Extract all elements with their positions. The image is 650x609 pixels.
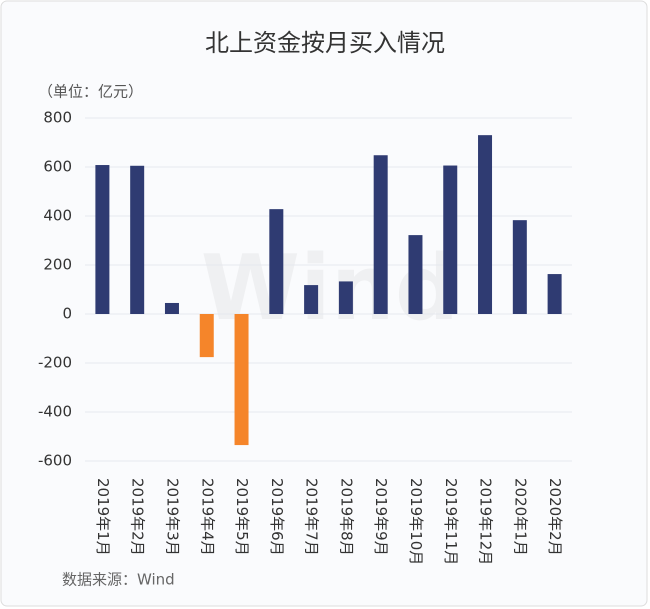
bar: [478, 135, 493, 314]
unit-label: （单位：亿元）: [38, 83, 143, 101]
y-tick-label: -400: [38, 403, 72, 421]
bar: [408, 235, 423, 314]
bar: [95, 165, 110, 314]
y-tick-label: -600: [38, 452, 72, 470]
y-tick-label: 400: [43, 207, 72, 225]
x-tick-label: 2019年7月: [303, 478, 321, 556]
x-tick-label: 2019年3月: [163, 478, 181, 556]
x-tick-label: 2019年8月: [337, 478, 355, 556]
bar: [269, 209, 284, 314]
bar: [234, 314, 249, 446]
x-tick-label: 2019年11月: [442, 478, 460, 565]
x-tick-label: 2019年10月: [407, 478, 425, 565]
bar: [443, 165, 458, 314]
y-tick-label: 200: [43, 256, 72, 274]
x-tick-label: 2019年1月: [94, 478, 112, 556]
x-tick-label: 2019年4月: [198, 478, 216, 556]
x-tick-label: 2019年6月: [268, 478, 286, 556]
bar: [199, 314, 214, 358]
bar: [547, 274, 562, 314]
y-tick-label: 800: [43, 109, 72, 127]
x-tick-label: 2019年12月: [477, 478, 495, 565]
x-tick-label: 2020年1月: [511, 478, 529, 556]
bar: [338, 281, 353, 314]
x-tick-label: 2019年2月: [129, 478, 147, 556]
bar: [512, 220, 527, 314]
y-tick-label: -200: [38, 354, 72, 372]
source: 数据来源：Wind: [62, 571, 175, 589]
x-tick-label: 2019年5月: [233, 478, 251, 556]
chart-title: 北上资金按月买入情况: [205, 29, 445, 57]
y-tick-label: 0: [62, 305, 72, 323]
x-tick-label: 2019年9月: [372, 478, 390, 556]
bar: [373, 155, 388, 314]
x-tick-label: 2020年2月: [546, 478, 564, 556]
y-tick-label: 600: [43, 158, 72, 176]
bar: [304, 285, 319, 314]
bar: [164, 302, 179, 314]
bar: [130, 165, 145, 314]
